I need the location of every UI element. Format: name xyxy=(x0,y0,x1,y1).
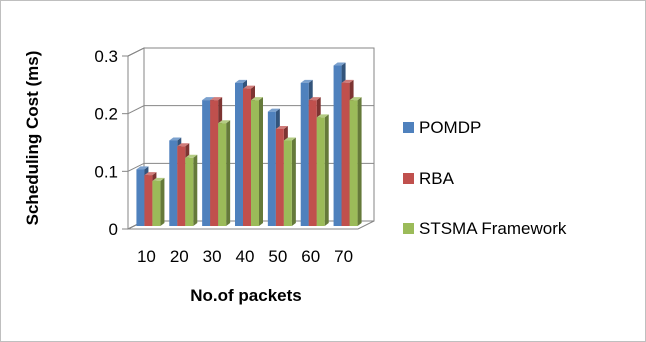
bar xyxy=(185,154,198,226)
gridline xyxy=(127,162,374,172)
x-tick-label: 50 xyxy=(268,247,287,266)
bar-top xyxy=(177,143,190,147)
bar-side xyxy=(357,97,362,226)
bar-front xyxy=(283,140,292,226)
bar-side xyxy=(259,97,263,226)
legend-label: STSMA Framework xyxy=(419,219,567,238)
bar-top xyxy=(283,137,296,141)
bar-top xyxy=(152,177,165,181)
bar-top xyxy=(185,154,198,158)
bar-front xyxy=(185,157,194,226)
bar-top xyxy=(235,79,247,83)
x-tick-label: 20 xyxy=(170,247,189,266)
legend-label: RBA xyxy=(419,169,455,188)
legend-swatch xyxy=(403,122,414,133)
bar-front xyxy=(152,180,161,226)
bar-front xyxy=(218,123,227,226)
bar-top xyxy=(333,62,346,66)
x-tick-label: 10 xyxy=(137,247,156,266)
bar-top xyxy=(136,166,149,170)
y-tick-label: 0.1 xyxy=(94,162,118,181)
bar-top xyxy=(300,79,313,83)
bar xyxy=(283,137,296,226)
bar xyxy=(218,120,231,226)
bar-top xyxy=(251,97,263,101)
bar-top xyxy=(349,97,362,101)
bar-top xyxy=(316,114,329,118)
bar-side xyxy=(226,120,231,226)
bar-top xyxy=(275,125,288,129)
bar xyxy=(251,97,263,226)
bar-front xyxy=(341,82,350,226)
bars xyxy=(136,62,362,227)
bar-front xyxy=(349,100,358,226)
bar-front xyxy=(169,140,178,226)
x-axis-title: No.of packets xyxy=(190,286,301,305)
bar-front xyxy=(177,146,186,226)
bar-front xyxy=(202,100,211,226)
legend-swatch xyxy=(403,173,414,184)
bar-side xyxy=(160,177,165,226)
bar-front xyxy=(136,169,145,226)
bar-side xyxy=(324,114,329,226)
bar-front xyxy=(144,175,153,226)
bar-front xyxy=(210,100,219,226)
bar-front xyxy=(300,82,309,226)
bar xyxy=(349,97,362,226)
x-tick-label: 60 xyxy=(301,247,320,266)
y-tick-label: 0.3 xyxy=(94,47,118,66)
y-axis-title: Scheduling Cost (ms) xyxy=(23,51,42,226)
bar-front xyxy=(275,128,284,226)
bar-front xyxy=(235,82,243,226)
x-tick-label: 70 xyxy=(334,247,353,266)
bar-top xyxy=(218,120,231,124)
bar-top xyxy=(169,137,182,141)
bar xyxy=(152,177,165,226)
legend-label: POMDP xyxy=(419,118,481,137)
legend-swatch xyxy=(403,223,414,234)
bar xyxy=(316,114,329,226)
bar-front xyxy=(243,88,251,226)
bar-front xyxy=(267,111,276,226)
bar-top xyxy=(308,97,321,101)
bar-top xyxy=(243,85,255,89)
y-tick-label: 0 xyxy=(109,220,118,239)
x-tick-label: 30 xyxy=(203,247,222,266)
bar-top xyxy=(267,108,280,112)
bar-top xyxy=(341,79,354,83)
bar-front xyxy=(316,117,325,226)
gridline xyxy=(127,47,374,57)
bar-front xyxy=(333,65,342,227)
bar-top xyxy=(210,97,223,101)
y-tick-label: 0.2 xyxy=(94,105,118,124)
bar-top xyxy=(144,172,157,176)
legend: POMDP RBA STSMA Framework xyxy=(403,118,567,238)
bar-side xyxy=(193,154,198,226)
gridline xyxy=(127,105,374,115)
x-tick-labels: 10 20 30 40 50 60 70 xyxy=(137,247,353,266)
y-tick-labels: 0 0.1 0.2 0.3 xyxy=(94,47,118,239)
bar-front xyxy=(251,100,259,226)
bar-side xyxy=(291,137,296,226)
bar-front xyxy=(308,100,317,226)
x-tick-label: 40 xyxy=(236,247,255,266)
